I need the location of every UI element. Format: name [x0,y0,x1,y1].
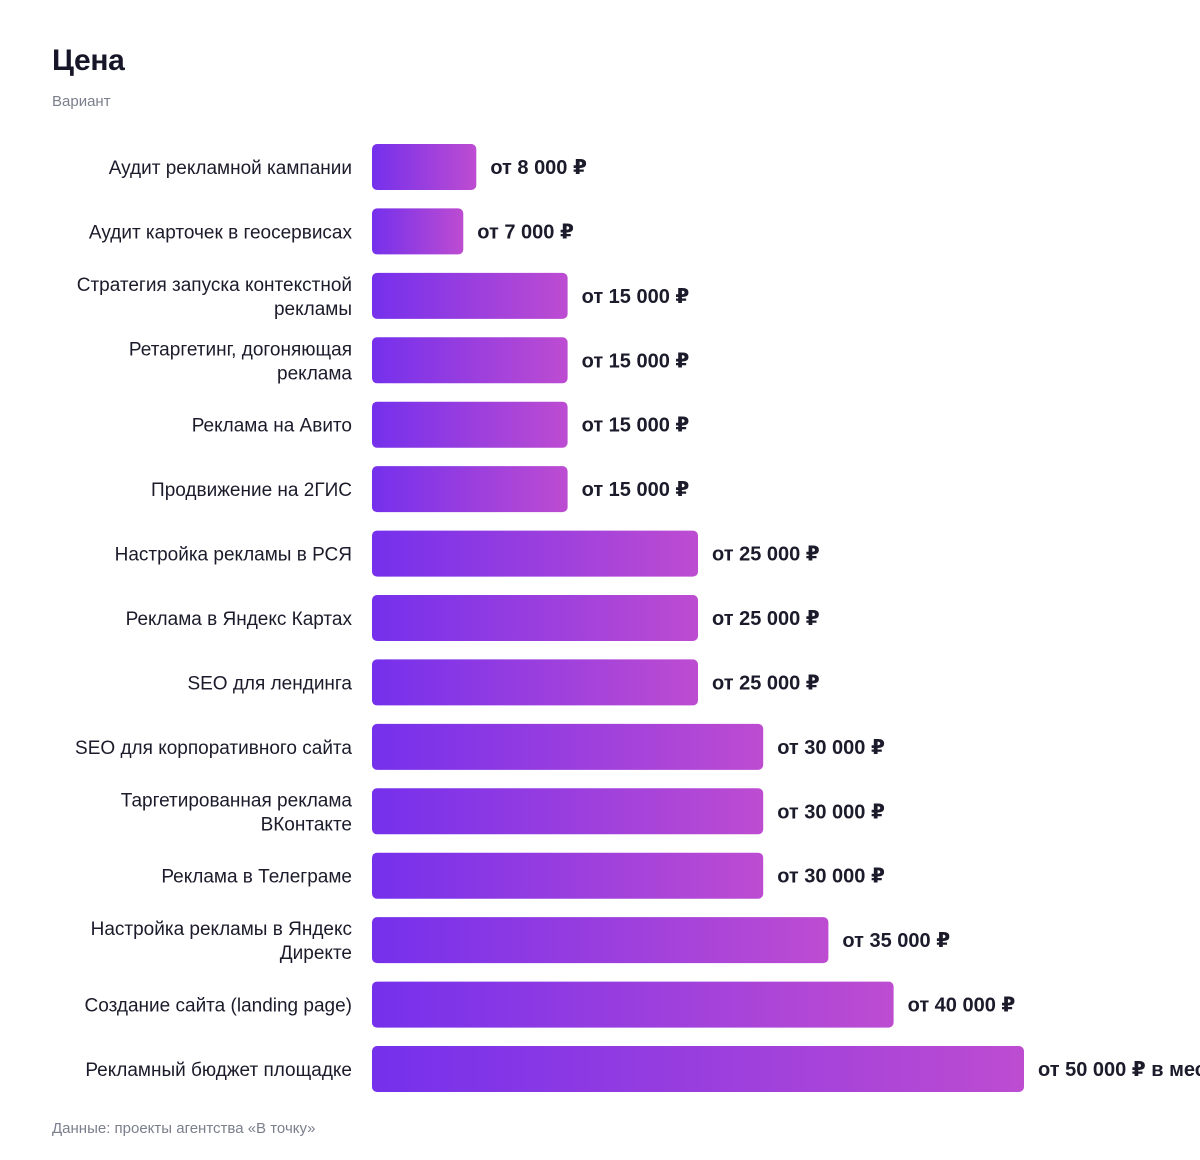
category-label: Настройка рекламы в Яндекс Директе [91,919,352,964]
category-label: Ретаргетинг, догоняющая реклама [129,339,353,384]
value-label: от 40 000 ₽ [908,995,1016,1017]
bar-row: Рекламный бюджет площадке от 50 000 ₽ в м… [85,1046,1200,1092]
value-label: от 30 000 ₽ [777,737,885,759]
category-label: Реклама на Авито [192,416,352,437]
bar-row: Реклама в Телеграме от 30 000 ₽ [161,852,885,899]
category-label: Таргетированная реклама ВКонтакте [121,790,353,835]
value-label: от 15 000 ₽ [582,350,690,372]
bar-row: Таргетированная реклама ВКонтакте от 30 00… [121,788,885,835]
value-label: от 50 000 ₽ в месяц [1038,1059,1200,1081]
bar-row: Реклама в Яндекс Картах от 25 000 ₽ [126,595,820,641]
bar-row: Продвижение на 2ГИС от 15 000 ₽ [151,466,690,513]
category-label: Рекламный бюджет площадке [85,1060,352,1081]
bar-row: Создание сайта (landing page) от 40 000 ₽ [85,981,1016,1028]
category-label: Реклама в Яндекс Картах [126,609,353,630]
bar [372,917,829,964]
category-label: Аудит рекламной кампании [109,158,352,179]
bar [372,659,698,706]
bar-row: Стратегия запуска контекстной рекламы от 1… [77,272,690,320]
bar-row: Ретаргетинг, догоняющая реклама от 15 000 … [129,337,689,384]
category-label: Продвижение на 2ГИС [151,480,352,501]
category-label: SEO для лендинга [187,673,352,694]
value-label: от 15 000 ₽ [582,479,690,501]
source-note: Данные: проекты агентства «В точку» [52,1120,316,1137]
bar [372,466,568,513]
bar [372,852,764,899]
page-title: Цена [52,44,125,77]
bar-row: Реклама на Авито от 15 000 ₽ [192,401,690,448]
bar [372,337,568,384]
bar [372,530,698,577]
bar [372,208,464,255]
bar [372,981,894,1028]
category-label: Стратегия запуска контекстной рекламы [77,275,352,320]
category-label: SEO для корпоративного сайта [75,738,352,759]
value-label: от 7 000 ₽ [477,221,574,243]
bar [372,595,698,641]
bar [372,723,764,770]
bars-layer: Аудит рекламной кампании от 8 000 ₽Аудит … [75,144,1200,1092]
value-label: от 30 000 ₽ [777,801,885,823]
value-label: от 8 000 ₽ [490,157,587,179]
page-subtitle: Вариант [52,93,111,110]
category-label: Настройка рекламы в РСЯ [115,545,352,566]
bar [372,1046,1024,1092]
bar [372,401,568,448]
value-label: от 15 000 ₽ [582,286,690,308]
price-bar-chart: Аудит рекламной кампании от 8 000 ₽Аудит … [75,144,1200,1092]
value-label: от 25 000 ₽ [712,608,820,630]
value-label: от 35 000 ₽ [842,930,950,952]
bar-row: SEO для лендинга от 25 000 ₽ [187,659,820,706]
value-label: от 25 000 ₽ [712,672,820,694]
bar-row: Аудит карточек в геосервисах от 7 000 ₽ [89,208,574,255]
value-label: от 25 000 ₽ [712,544,820,566]
value-label: от 30 000 ₽ [777,866,885,888]
category-label: Аудит карточек в геосервисах [89,222,353,243]
bar-row: Аудит рекламной кампании от 8 000 ₽ [109,144,587,190]
bar [372,272,568,319]
value-label: от 15 000 ₽ [582,415,690,437]
bar-row: Настройка рекламы в Яндекс Директе от 35 0… [91,917,950,964]
category-label: Реклама в Телеграме [161,867,352,888]
bar [372,788,764,835]
bar-row: Настройка рекламы в РСЯ от 25 000 ₽ [115,530,820,577]
bar [372,144,477,190]
category-label: Создание сайта (landing page) [85,996,352,1017]
bar-row: SEO для корпоративного сайта от 30 000 ₽ [75,723,885,770]
